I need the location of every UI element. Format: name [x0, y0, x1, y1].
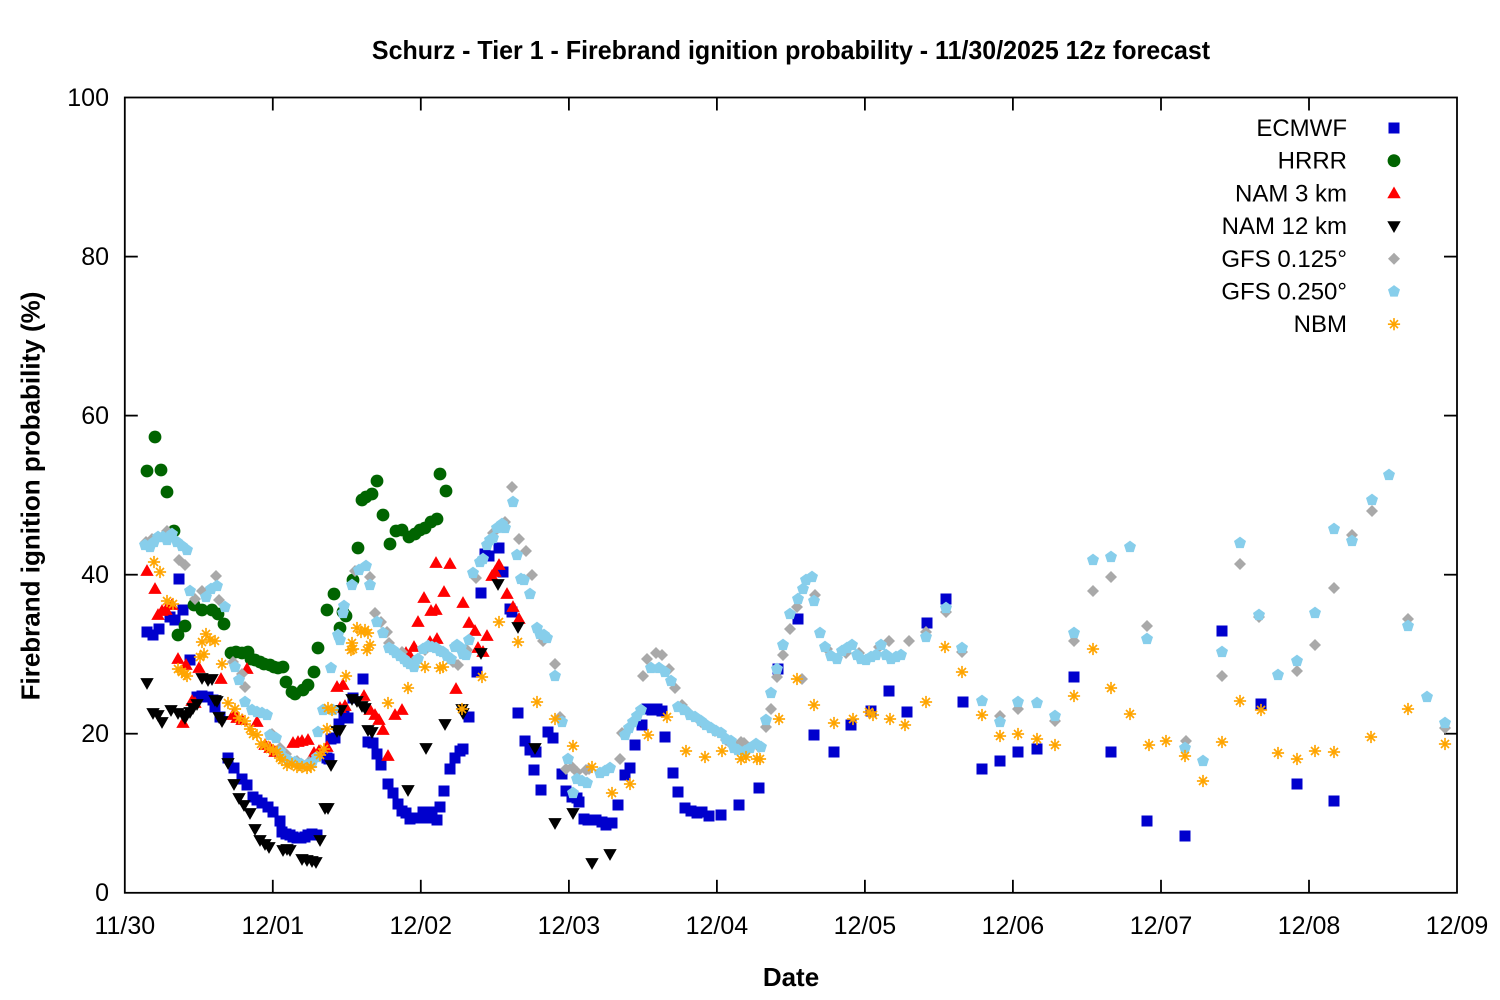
svg-text:GFS 0.125°: GFS 0.125° [1221, 246, 1347, 273]
svg-text:NBM: NBM [1294, 311, 1347, 338]
svg-text:GFS 0.250°: GFS 0.250° [1221, 279, 1347, 306]
svg-text:NAM 3 km: NAM 3 km [1235, 180, 1347, 207]
svg-text:ECMWF: ECMWF [1256, 115, 1347, 142]
svg-text:HRRR: HRRR [1278, 148, 1347, 175]
svg-text:NAM 12 km: NAM 12 km [1222, 213, 1347, 240]
